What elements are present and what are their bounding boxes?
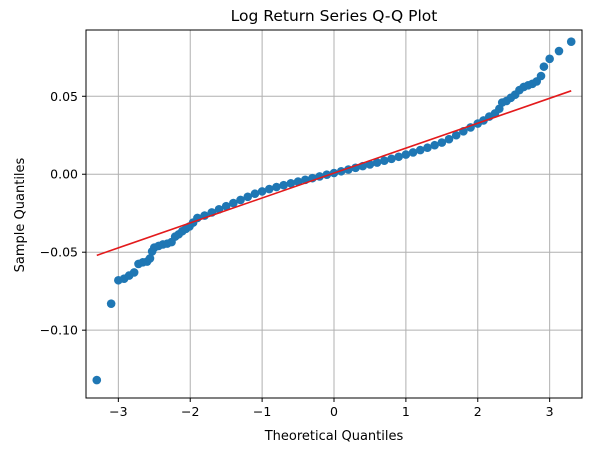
data-point <box>229 198 238 208</box>
data-point <box>279 180 288 190</box>
data-point <box>257 187 267 196</box>
y-tick-label: 0.00 <box>50 167 78 182</box>
data-point <box>221 201 231 211</box>
data-point <box>545 54 554 64</box>
data-point <box>566 37 576 46</box>
data-point <box>451 130 461 140</box>
data-point <box>272 182 281 192</box>
y-tick-label: 0.05 <box>50 89 78 104</box>
data-point <box>145 254 155 263</box>
reference-line-layer <box>96 90 572 257</box>
data-point <box>236 195 245 205</box>
x-axis-label: Theoretical Quantiles <box>264 429 404 444</box>
data-point <box>539 62 549 71</box>
data-point <box>430 140 439 150</box>
data-point <box>129 268 139 277</box>
y-tick-label: −0.05 <box>40 245 78 260</box>
data-point <box>408 148 418 157</box>
x-tick-label: 2 <box>474 404 482 419</box>
x-tick-label: 1 <box>402 404 410 419</box>
data-point <box>265 184 274 194</box>
data-point <box>437 138 447 147</box>
data-point <box>394 152 404 162</box>
data-point <box>387 154 396 164</box>
y-tick-label: −0.10 <box>40 323 78 338</box>
data-point <box>243 192 253 202</box>
data-point <box>415 145 425 155</box>
x-tick-label: 0 <box>330 404 338 419</box>
data-point <box>92 375 102 385</box>
data-point <box>401 150 411 159</box>
data-point <box>106 299 116 308</box>
reference-line <box>96 90 572 257</box>
x-tick-label: −2 <box>181 404 199 419</box>
x-tick-label: −3 <box>109 404 127 419</box>
data-point <box>286 178 296 188</box>
data-point <box>380 156 389 165</box>
x-tick-label: −1 <box>253 404 271 419</box>
data-point <box>372 158 382 167</box>
points-layer <box>92 37 576 385</box>
data-point <box>444 134 454 144</box>
data-point <box>293 177 303 186</box>
data-point <box>536 71 546 81</box>
data-point <box>554 46 564 56</box>
x-tick-label: 3 <box>546 404 554 419</box>
data-point <box>250 189 260 199</box>
data-point <box>423 143 432 153</box>
grid-layer <box>86 30 582 398</box>
ticks-layer: −3 −2 −1 0 1 2 3 −0.10 −0.05 0.00 0.05 <box>40 89 554 419</box>
chart-title: Log Return Series Q-Q Plot <box>231 7 438 25</box>
y-axis-label: Sample Quantiles <box>13 157 28 272</box>
data-point <box>365 160 375 169</box>
